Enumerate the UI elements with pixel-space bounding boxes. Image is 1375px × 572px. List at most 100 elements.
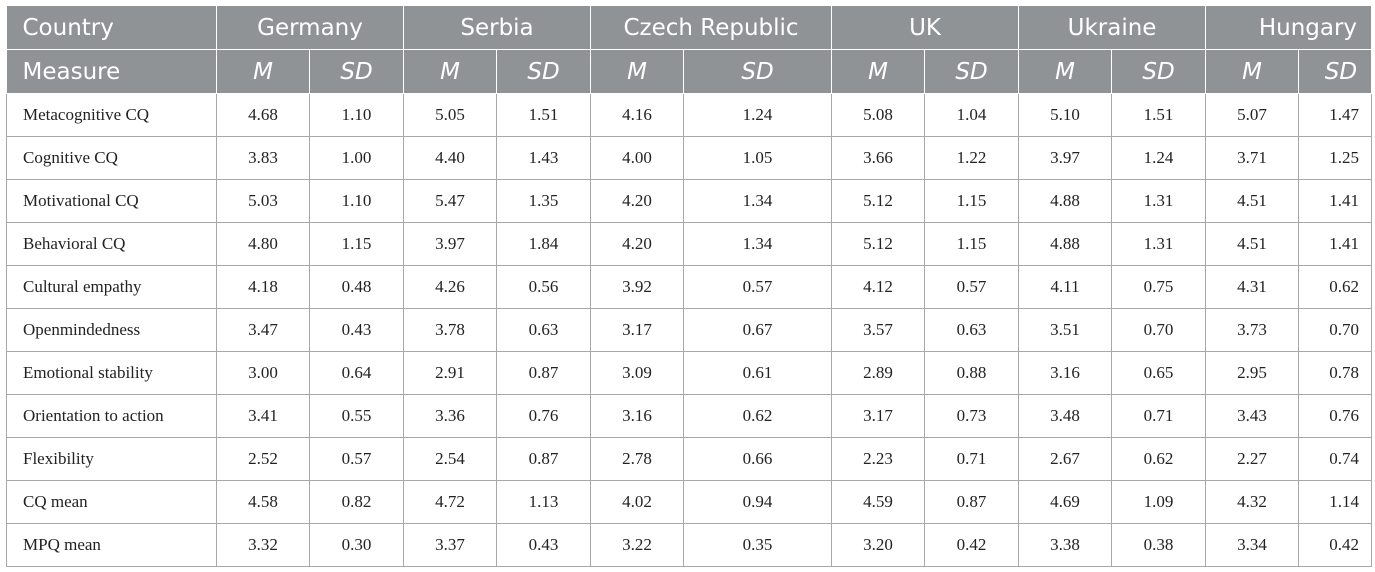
mean-cell: 4.32	[1205, 480, 1300, 524]
sd-cell: 0.82	[309, 480, 404, 524]
sd-cell: 0.76	[1298, 394, 1373, 438]
mean-cell: 5.08	[831, 93, 926, 137]
mean-cell: 3.41	[216, 394, 310, 438]
sd-cell: 1.10	[309, 93, 404, 137]
mean-cell: 2.78	[590, 437, 685, 481]
table-row: MPQ mean 3.32 0.30 3.37 0.43 3.22 0.35 3.20 0.42…	[6, 523, 1373, 567]
mean-cell: 4.68	[216, 93, 310, 137]
sd-cell: 0.43	[309, 308, 404, 352]
mean-cell: 3.32	[216, 523, 310, 567]
table-row: Behavioral CQ 4.80 1.15 3.97 1.84 4.20 1.34 5.1…	[6, 222, 1373, 266]
sd-cell: 1.05	[683, 136, 833, 180]
sd-cell: 0.65	[1111, 351, 1207, 395]
measure-label: Emotional stability	[6, 351, 217, 395]
sd-cell: 0.76	[495, 394, 592, 438]
table-row: Metacognitive CQ 4.68 1.10 5.05 1.51 4.16 1.24…	[6, 93, 1373, 137]
sd-cell: 1.47	[1298, 93, 1373, 137]
sd-cell: 1.35	[495, 179, 592, 223]
mean-cell: 2.27	[1205, 437, 1300, 481]
sd-cell: 0.73	[924, 394, 1020, 438]
mean-cell: 3.36	[403, 394, 497, 438]
mean-cell: 4.51	[1205, 179, 1300, 223]
country-germany: Germany	[216, 6, 404, 50]
sd-cell: 0.87	[924, 480, 1020, 524]
mean-column-header: M	[216, 49, 310, 94]
measure-label: Metacognitive CQ	[6, 93, 217, 137]
sd-column-header: SD	[1298, 49, 1373, 94]
table-row: CQ mean 4.58 0.82 4.72 1.13 4.02 0.94 4.59 0.87 4…	[6, 480, 1373, 524]
table-row: Cognitive CQ 3.83 1.00 4.40 1.43 4.00 1.05 3.66…	[6, 136, 1373, 180]
mean-cell: 4.20	[590, 179, 685, 223]
sd-cell: 1.00	[309, 136, 404, 180]
measure-label: MPQ mean	[6, 523, 217, 567]
mean-cell: 3.47	[216, 308, 310, 352]
sd-cell: 1.10	[309, 179, 404, 223]
sd-cell: 0.42	[924, 523, 1020, 567]
table-row: Emotional stability 3.00 0.64 2.91 0.87 3.09 0…	[6, 351, 1373, 395]
mean-cell: 3.34	[1205, 523, 1300, 567]
mean-cell: 3.37	[403, 523, 497, 567]
sd-cell: 0.63	[924, 308, 1020, 352]
mean-cell: 3.43	[1205, 394, 1300, 438]
sd-cell: 0.71	[924, 437, 1020, 481]
mean-cell: 5.05	[403, 93, 497, 137]
mean-cell: 4.12	[831, 265, 926, 309]
measure-label: Flexibility	[6, 437, 217, 481]
measure-label: Openmindedness	[6, 308, 217, 352]
mean-cell: 2.89	[831, 351, 926, 395]
mean-cell: 4.31	[1205, 265, 1300, 309]
sd-cell: 0.57	[683, 265, 833, 309]
header-row-measures: Measure M SD M SD M SD M SD M SD M SD	[6, 49, 1373, 94]
sd-cell: 1.15	[309, 222, 404, 266]
mean-cell: 2.67	[1018, 437, 1113, 481]
sd-cell: 0.78	[1298, 351, 1373, 395]
mean-cell: 3.51	[1018, 308, 1113, 352]
mean-cell: 5.10	[1018, 93, 1113, 137]
mean-cell: 3.97	[1018, 136, 1113, 180]
country-uk: UK	[831, 6, 1020, 50]
mean-cell: 4.88	[1018, 222, 1113, 266]
table-row: Flexibility 2.52 0.57 2.54 0.87 2.78 0.66 2.23 0…	[6, 437, 1373, 481]
mean-cell: 5.12	[831, 179, 926, 223]
mean-cell: 5.47	[403, 179, 497, 223]
mean-cell: 2.52	[216, 437, 310, 481]
sd-cell: 1.04	[924, 93, 1020, 137]
mean-cell: 3.00	[216, 351, 310, 395]
mean-column-header: M	[590, 49, 685, 94]
mean-cell: 4.18	[216, 265, 310, 309]
measure-label: Cultural empathy	[6, 265, 217, 309]
header-row-countries: Country Germany Serbia Czech Republic UK…	[6, 6, 1373, 50]
sd-cell: 1.41	[1298, 179, 1373, 223]
mean-cell: 3.66	[831, 136, 926, 180]
mean-cell: 4.72	[403, 480, 497, 524]
sd-column-header: SD	[1111, 49, 1207, 94]
mean-cell: 3.73	[1205, 308, 1300, 352]
sd-cell: 0.70	[1298, 308, 1373, 352]
mean-column-header: M	[1205, 49, 1300, 94]
mean-cell: 4.00	[590, 136, 685, 180]
sd-cell: 1.25	[1298, 136, 1373, 180]
mean-cell: 4.58	[216, 480, 310, 524]
sd-cell: 1.51	[1111, 93, 1207, 137]
sd-cell: 1.13	[495, 480, 592, 524]
sd-cell: 0.35	[683, 523, 833, 567]
sd-cell: 1.31	[1111, 222, 1207, 266]
measure-label: Behavioral CQ	[6, 222, 217, 266]
mean-cell: 3.57	[831, 308, 926, 352]
mean-cell: 3.16	[590, 394, 685, 438]
sd-cell: 0.67	[683, 308, 833, 352]
mean-cell: 3.17	[831, 394, 926, 438]
sd-cell: 0.63	[495, 308, 592, 352]
sd-cell: 0.74	[1298, 437, 1373, 481]
mean-cell: 3.78	[403, 308, 497, 352]
sd-cell: 1.15	[924, 222, 1020, 266]
mean-column-header: M	[1018, 49, 1113, 94]
sd-cell: 1.14	[1298, 480, 1373, 524]
mean-cell: 3.83	[216, 136, 310, 180]
mean-cell: 3.97	[403, 222, 497, 266]
sd-column-header: SD	[683, 49, 833, 94]
sd-cell: 1.09	[1111, 480, 1207, 524]
sd-cell: 1.24	[683, 93, 833, 137]
statistics-table: Country Germany Serbia Czech Republic UK…	[6, 6, 1373, 567]
table-row: Openmindedness 3.47 0.43 3.78 0.63 3.17 0.67 3.…	[6, 308, 1373, 352]
